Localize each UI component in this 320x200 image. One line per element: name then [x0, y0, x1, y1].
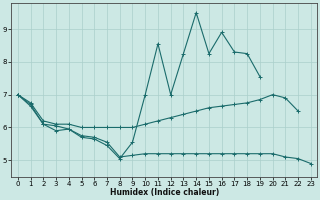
- X-axis label: Humidex (Indice chaleur): Humidex (Indice chaleur): [110, 188, 219, 197]
